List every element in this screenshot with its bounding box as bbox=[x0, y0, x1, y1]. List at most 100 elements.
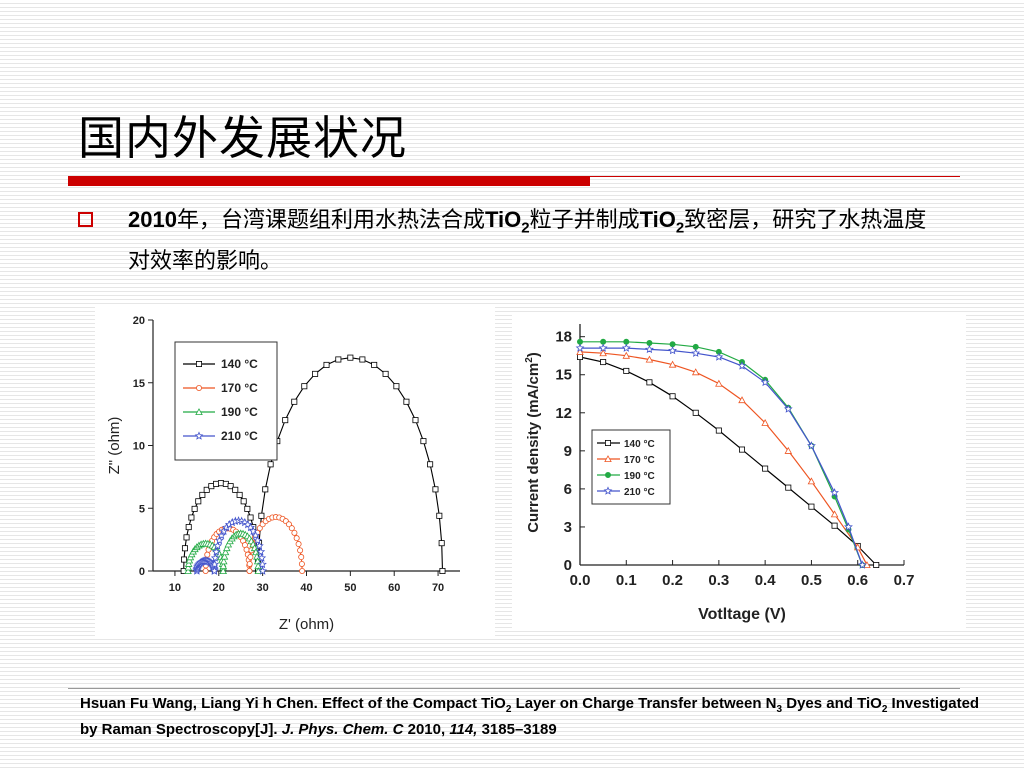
x-axis-label: Z' (ohm) bbox=[279, 616, 334, 633]
data-point bbox=[714, 352, 724, 361]
data-point bbox=[181, 556, 188, 563]
x-tick-label: 0.7 bbox=[894, 572, 915, 589]
data-point bbox=[299, 567, 306, 574]
data-point bbox=[188, 514, 195, 521]
data-point bbox=[831, 522, 838, 529]
jv-chart: 0.0 0.1 0.2 0.3 0.4 0.5 0.6 0.7 0 3 6 9 12 15 18 Votlta… bbox=[524, 324, 915, 623]
legend-marker bbox=[195, 408, 203, 415]
data-point bbox=[301, 383, 308, 390]
data-point bbox=[738, 396, 746, 404]
series-3 bbox=[192, 516, 268, 575]
legend-marker bbox=[194, 431, 204, 440]
data-point bbox=[217, 480, 224, 487]
legend-label: 140 °C bbox=[221, 357, 258, 371]
data-point bbox=[256, 525, 263, 532]
legend-label: 190 °C bbox=[624, 471, 655, 482]
data-point bbox=[577, 353, 584, 360]
x-tick-label: 0.6 bbox=[847, 572, 868, 589]
legend-label: 170 °C bbox=[221, 381, 258, 395]
ref-volume: 114, bbox=[449, 721, 478, 738]
data-point bbox=[257, 559, 267, 569]
ref-sub-2-b: 2 bbox=[881, 704, 888, 715]
x-tick-label: 0.2 bbox=[662, 572, 683, 589]
ref-part-3: Dyes and TiO bbox=[782, 695, 882, 712]
data-point bbox=[412, 417, 419, 424]
x-tick-label: 0.0 bbox=[570, 572, 591, 589]
y-tick-label: 20 bbox=[133, 315, 145, 327]
data-point bbox=[830, 510, 839, 518]
data-point bbox=[715, 427, 722, 434]
x-tick-label: 0.1 bbox=[616, 572, 637, 589]
data-point bbox=[668, 360, 677, 368]
data-point bbox=[427, 461, 434, 468]
data-point bbox=[393, 383, 400, 390]
bullet-sub-2-second: 2 bbox=[675, 219, 685, 237]
legend-label: 210 °C bbox=[221, 429, 258, 443]
data-point bbox=[247, 514, 254, 521]
data-point bbox=[576, 347, 584, 355]
data-point bbox=[258, 512, 265, 519]
data-point bbox=[335, 356, 342, 363]
data-point bbox=[806, 441, 816, 450]
data-point bbox=[668, 345, 678, 355]
data-point bbox=[843, 522, 853, 531]
data-point bbox=[600, 338, 607, 345]
ref-part-1: Hsuan Fu Wang, Liang Yi h Chen. Effect o… bbox=[80, 695, 506, 712]
x-tick-label: 0.3 bbox=[708, 572, 729, 589]
data-point bbox=[438, 540, 445, 547]
data-point bbox=[236, 491, 243, 498]
data-point bbox=[223, 544, 231, 552]
x-tick-label: 0.5 bbox=[801, 572, 822, 589]
data-point bbox=[622, 351, 631, 359]
data-point bbox=[240, 498, 247, 505]
y-tick-label: 6 bbox=[564, 481, 572, 498]
data-point bbox=[857, 560, 867, 569]
nyquist-chart: 10 20 30 40 50 60 70 0 5 10 15 20 Z' (ohm) Z" (ohm) 14… bbox=[106, 315, 460, 633]
x-tick-label: 30 bbox=[257, 582, 269, 594]
data-point bbox=[784, 446, 793, 454]
legend-label: 140 °C bbox=[624, 439, 655, 450]
data-point bbox=[298, 554, 305, 561]
data-point bbox=[807, 477, 816, 485]
slide-title: 国内外发展状况 bbox=[78, 111, 407, 165]
data-point bbox=[184, 563, 193, 571]
data-point bbox=[436, 512, 443, 519]
x-tick-label: 50 bbox=[344, 582, 356, 594]
data-point bbox=[420, 438, 427, 445]
data-point bbox=[285, 521, 292, 528]
data-point bbox=[220, 552, 229, 560]
data-point bbox=[645, 355, 654, 363]
data-point bbox=[210, 553, 220, 562]
y-tick-label: 18 bbox=[555, 329, 572, 346]
series-line bbox=[257, 357, 444, 572]
legend-marker bbox=[196, 361, 203, 368]
x-tick-label: 70 bbox=[432, 582, 444, 594]
data-point bbox=[785, 484, 792, 491]
legend-marker bbox=[605, 471, 612, 478]
series-line bbox=[579, 356, 877, 566]
data-point bbox=[646, 379, 653, 386]
data-point bbox=[669, 393, 676, 400]
nyquist-chart-panel: 10 20 30 40 50 60 70 0 5 10 15 20 Z' (ohm) Z" (ohm) 14… bbox=[95, 306, 495, 636]
ref-sub-2-a: 2 bbox=[505, 704, 512, 715]
data-point bbox=[202, 567, 209, 574]
data-point bbox=[251, 530, 261, 540]
y-axis-label: Z" (ohm) bbox=[106, 417, 123, 475]
series-line bbox=[579, 351, 868, 566]
data-point bbox=[737, 361, 747, 370]
legend-marker bbox=[603, 486, 613, 495]
data-point bbox=[184, 559, 193, 567]
data-point bbox=[403, 398, 410, 405]
data-point bbox=[246, 560, 253, 567]
x-tick-label: 40 bbox=[300, 582, 312, 594]
legend-label: 210 °C bbox=[624, 487, 655, 498]
bullet-square-icon bbox=[78, 212, 93, 227]
legend-marker bbox=[196, 385, 203, 392]
bullet-part-1: 年，台湾课题组利用水热法合成 bbox=[176, 208, 485, 233]
x-tick-label: 0.4 bbox=[755, 572, 777, 589]
data-point bbox=[830, 488, 840, 497]
legend-marker bbox=[604, 455, 612, 463]
data-point bbox=[248, 526, 258, 535]
x-tick-label: 60 bbox=[388, 582, 400, 594]
y-tick-label: 0 bbox=[139, 566, 145, 578]
